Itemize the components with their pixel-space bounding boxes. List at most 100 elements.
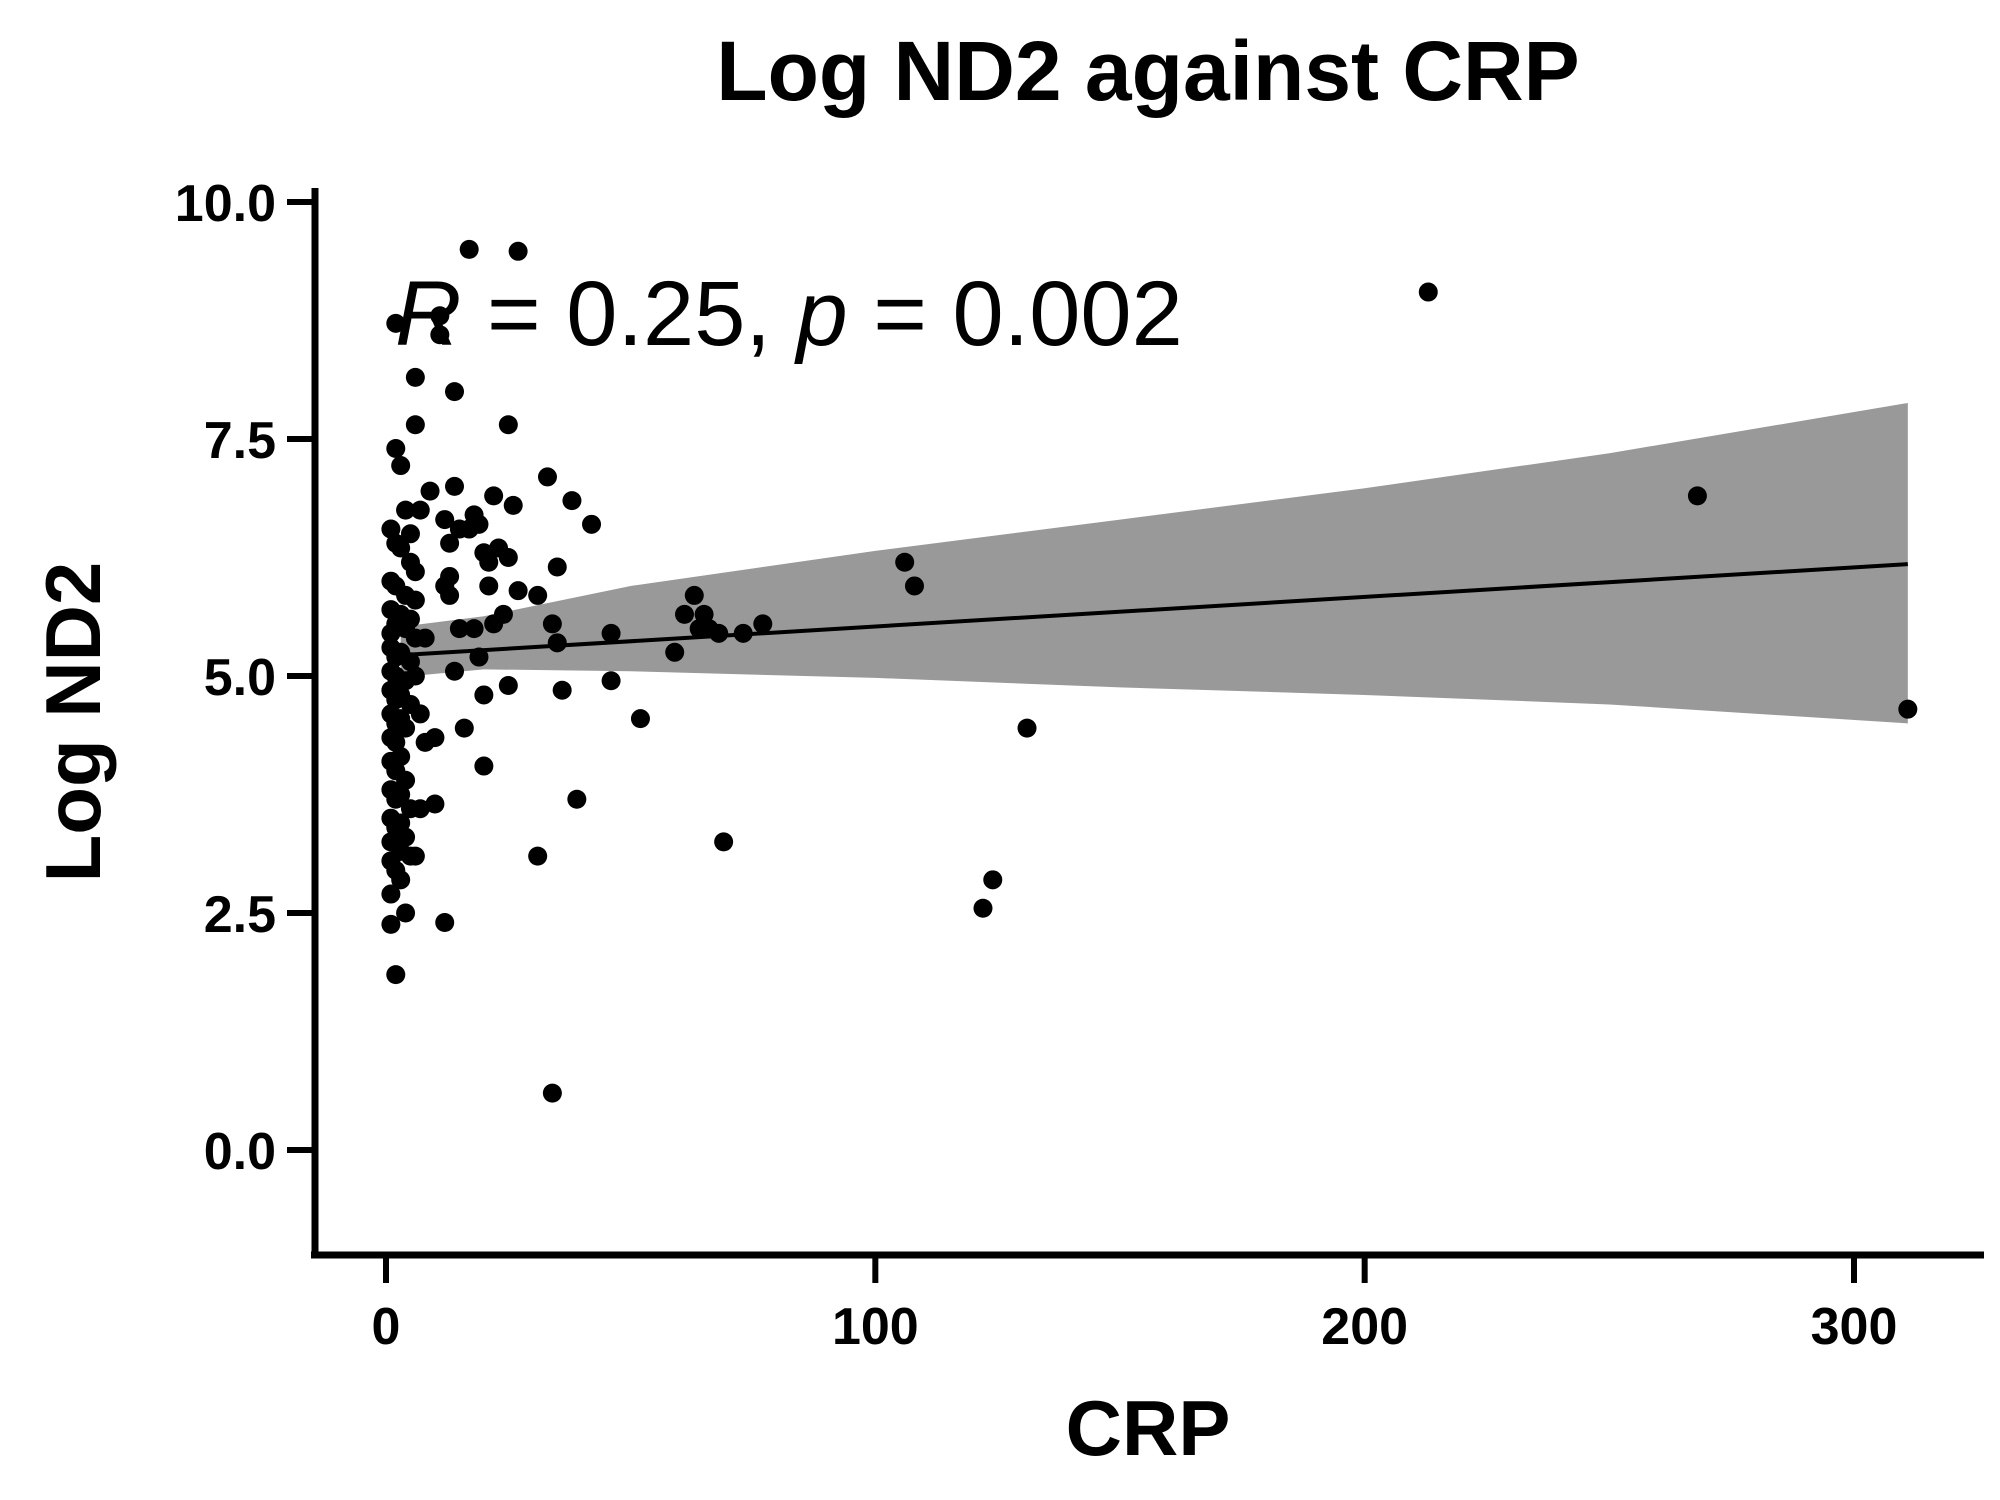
data-point	[508, 581, 528, 601]
data-point	[474, 685, 494, 705]
data-point	[410, 500, 430, 520]
y-ticks: 0.0 2.5 5.0 7.5 10.0	[175, 175, 315, 1181]
data-point	[396, 903, 416, 923]
data-point	[508, 241, 528, 261]
data-point	[498, 548, 518, 567]
p-symbol: p	[793, 263, 847, 365]
data-point	[415, 628, 435, 648]
data-point	[601, 671, 621, 691]
p-value-text: = 0.002	[848, 263, 1183, 365]
data-point	[904, 576, 924, 596]
y-tick-label: 10.0	[175, 175, 276, 233]
data-point	[542, 614, 562, 634]
data-point	[547, 633, 567, 653]
regression-line-layer	[400, 562, 1908, 658]
data-point	[895, 552, 915, 572]
data-point	[410, 704, 430, 724]
x-tick-label: 300	[1811, 1298, 1898, 1356]
data-point	[445, 476, 465, 496]
data-point	[381, 623, 401, 643]
data-point	[425, 794, 445, 814]
x-tick-label: 200	[1321, 1298, 1408, 1356]
data-point	[484, 486, 504, 506]
y-tick-label: 0.0	[204, 1123, 276, 1181]
data-point	[537, 467, 557, 487]
data-point	[435, 510, 455, 530]
data-point	[410, 799, 430, 819]
data-point	[567, 789, 587, 809]
y-axis-label: Log ND2	[29, 562, 117, 883]
data-point	[430, 325, 450, 345]
data-point	[425, 728, 445, 748]
data-point	[1898, 699, 1918, 719]
data-point	[479, 552, 499, 572]
data-point	[391, 870, 411, 890]
data-point	[459, 239, 479, 259]
confidence-band	[400, 402, 1908, 724]
data-point	[973, 898, 993, 918]
data-point	[405, 415, 425, 435]
data-point	[542, 1083, 562, 1103]
data-point	[430, 306, 450, 326]
data-point	[454, 718, 474, 738]
y-tick-label: 5.0	[204, 649, 276, 707]
data-point	[1687, 486, 1707, 506]
data-point	[547, 557, 567, 577]
data-point	[396, 718, 416, 738]
data-points-layer	[381, 239, 1918, 1103]
data-point	[479, 576, 499, 596]
x-tick-label: 100	[832, 1298, 919, 1356]
data-point	[1418, 282, 1438, 302]
r-symbol: R	[395, 263, 461, 365]
data-point	[753, 614, 773, 634]
x-tick-label: 0	[372, 1298, 401, 1356]
data-point	[469, 514, 489, 534]
data-point	[391, 538, 411, 558]
data-point	[528, 585, 548, 605]
data-point	[684, 585, 704, 605]
data-point	[381, 914, 401, 934]
confidence-band-layer	[400, 402, 1908, 724]
data-point	[498, 675, 518, 695]
data-point	[449, 619, 469, 639]
data-point	[665, 642, 685, 662]
x-ticks: 0 100 200 300	[372, 1255, 1898, 1356]
regression-line	[400, 562, 1908, 658]
correlation-annotation: R = 0.25, p = 0.002	[395, 263, 1183, 365]
data-point	[582, 514, 602, 534]
data-point	[493, 604, 513, 624]
data-point	[405, 846, 425, 866]
data-point	[435, 912, 455, 932]
data-point	[386, 313, 406, 333]
data-point	[386, 438, 406, 458]
data-point	[400, 524, 420, 544]
data-point	[440, 533, 460, 553]
data-point	[445, 661, 465, 681]
axes	[311, 188, 1984, 1259]
data-point	[391, 456, 411, 476]
chart-title: Log ND2 against CRP	[716, 24, 1579, 118]
data-point	[1017, 718, 1037, 738]
r-value-text: = 0.25,	[461, 263, 796, 365]
data-point	[405, 562, 425, 582]
data-point	[386, 789, 406, 809]
data-point	[440, 566, 460, 586]
data-point	[445, 382, 465, 402]
data-point	[405, 666, 425, 686]
data-point	[528, 846, 548, 866]
data-point	[498, 415, 518, 435]
data-point	[503, 495, 523, 515]
data-point	[405, 367, 425, 387]
data-point	[709, 623, 729, 643]
data-point	[714, 832, 734, 852]
data-point	[552, 680, 572, 700]
data-point	[562, 491, 582, 511]
data-point	[396, 500, 416, 520]
data-point	[630, 709, 650, 729]
data-point	[674, 604, 694, 624]
data-point	[420, 481, 440, 501]
data-point	[474, 756, 494, 776]
y-tick-label: 2.5	[204, 886, 276, 944]
y-tick-label: 7.5	[204, 412, 276, 470]
